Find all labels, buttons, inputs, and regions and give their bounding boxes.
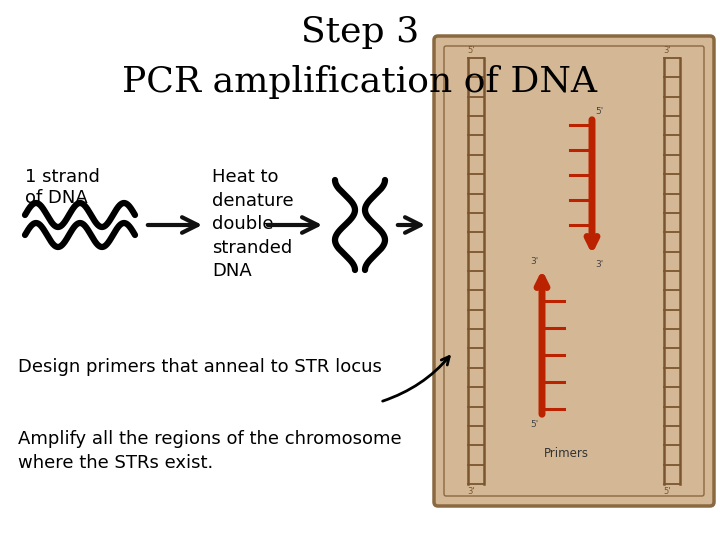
Text: 3': 3' [467,487,474,496]
Text: 3': 3' [663,46,671,55]
Text: 5': 5' [663,487,671,496]
Text: Design primers that anneal to STR locus: Design primers that anneal to STR locus [18,358,382,376]
Text: 5': 5' [530,420,539,429]
Text: Primers: Primers [544,447,588,460]
Text: 3': 3' [530,257,539,266]
Text: Step 3: Step 3 [301,15,419,49]
Text: Heat to
denature
double-
stranded
DNA: Heat to denature double- stranded DNA [212,168,294,280]
FancyBboxPatch shape [434,36,714,506]
Text: PCR amplification of DNA: PCR amplification of DNA [122,65,598,99]
Text: 5': 5' [595,107,603,116]
Text: Amplify all the regions of the chromosome
where the STRs exist.: Amplify all the regions of the chromosom… [18,430,402,472]
Text: 5': 5' [467,46,474,55]
Text: 1 strand
of DNA: 1 strand of DNA [25,168,100,207]
Text: 3': 3' [595,260,603,269]
